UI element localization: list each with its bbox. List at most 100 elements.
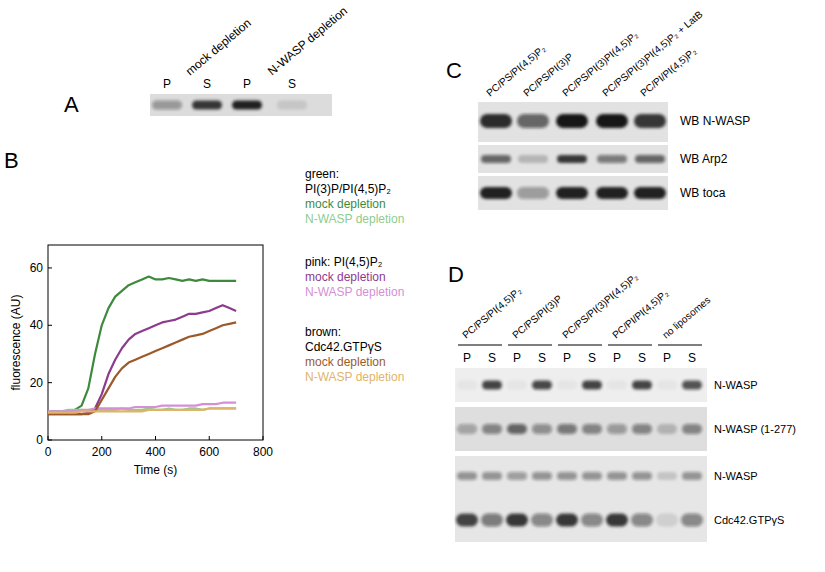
band [507,424,527,434]
panel-label: D [448,262,464,287]
band [482,381,502,390]
lane-label: P [163,77,171,91]
band [482,472,502,480]
legend-entry: N-WASP depletion [305,212,404,226]
blot-membrane [455,368,707,402]
x-tick-label: 600 [199,445,219,459]
group-bracket [508,344,552,345]
lines [48,277,236,415]
band [657,472,677,480]
lane-label: P [463,351,471,365]
band [634,114,666,128]
legend-group: pink: PI(4,5)P₂ [305,255,383,269]
lane-label: P [243,77,251,91]
lane-label: S [488,351,496,365]
series-line [48,408,236,412]
panel-label: C [446,58,462,83]
lane-label: S [638,351,646,365]
lane-label: P [613,351,621,365]
y-tick [48,267,52,268]
panel-d: DPC/PS/PI(4,5)P₂PC/PS/PI(3)PPC/PS/PI(3)P… [448,262,796,542]
band [456,514,478,527]
probe-label: N-WASP [714,470,758,482]
band [557,381,577,390]
probe-label: WB Arp2 [680,152,728,166]
lane-label: PC/PI/PI(4,5)P₂ [638,45,698,98]
band [632,381,652,390]
y-tick-label: 60 [30,261,44,275]
band [152,101,182,110]
band [507,472,527,480]
panel-label: A [64,92,79,117]
legend-entry: mock depletion [305,197,386,211]
blot-membrane [478,102,668,142]
lane-label: P [663,351,671,365]
x-tick [48,436,49,440]
blot-membrane [478,176,668,210]
band [192,101,222,110]
band [596,187,628,199]
panel-c: CPC/PS/PI(4,5)P₂PC/PS/PI(3)PPC/PS/PI(3)P… [446,8,750,210]
band [506,514,528,527]
probe-label: N-WASP [714,379,758,391]
band [657,381,677,390]
probe-label: WB toca [680,186,726,200]
y-tick-label: 0 [36,433,43,447]
lane-label: PC/PS/PI(3)PI(4,5)P₂ + LatB [600,8,705,98]
legend-entry: mock depletion [305,270,386,284]
band [457,424,477,434]
series-line [48,305,236,414]
group-label: no liposomes [660,294,712,340]
band [517,187,549,199]
background [0,0,825,572]
band [517,114,549,128]
band [480,114,512,128]
series-line [48,403,236,412]
band [581,514,603,527]
x-tick-label: 800 [253,445,273,459]
lane-label: S [203,77,211,91]
band [607,424,627,434]
y-tick [48,382,52,383]
lane-label: S [288,77,296,91]
group-label: PC/PS/PI(3)P [510,293,564,341]
blot-membrane [455,456,707,542]
group-bracket [558,344,602,345]
band [657,424,677,434]
lane-label: S [538,351,546,365]
y-tick-label: 40 [30,318,44,332]
band [596,114,628,128]
x-axis-label: Time (s) [134,463,178,477]
x-tick [263,436,264,440]
x-tick-label: 0 [45,445,52,459]
band [582,424,602,434]
band [682,472,702,480]
band [532,381,552,390]
band [607,472,627,480]
x-tick [209,436,210,440]
legend-group: Cdc42.GTPγS [305,340,382,354]
band [532,424,552,434]
lane-label: S [588,351,596,365]
band [556,514,578,527]
lane-label: P [513,351,521,365]
band [632,472,652,480]
condition-label: N-WASP depletion [265,4,350,79]
x-tick-label: 200 [92,445,112,459]
y-axis-label: fluorescence (AU) [9,294,23,390]
band [481,514,503,527]
panel-b: B02004006008000204060Time (s)fluorescenc… [4,148,404,477]
blot-membrane [478,145,668,173]
band [681,514,703,527]
legend-entry: N-WASP depletion [305,285,404,299]
x-tick [155,436,156,440]
band [582,472,602,480]
group-bracket [658,344,702,345]
band [631,514,653,527]
band [482,424,502,434]
condition-label: mock depletion [183,16,254,79]
band [232,101,262,110]
probe-label: Cdc42.GTPγS [714,514,784,526]
blot-membrane [150,94,332,116]
band [531,514,553,527]
